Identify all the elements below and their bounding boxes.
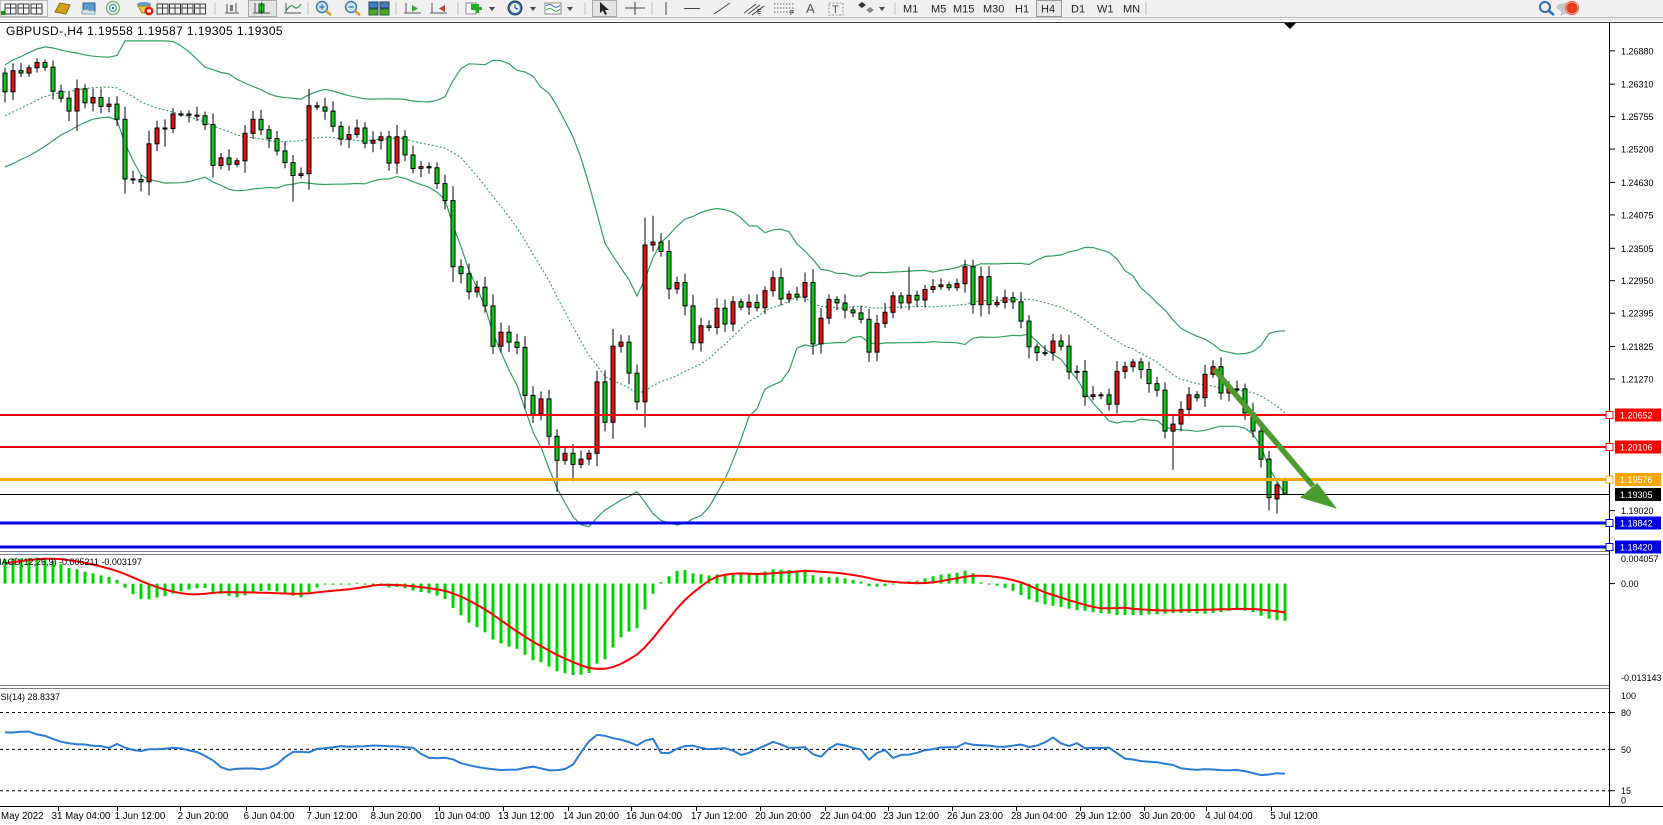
svg-text:22 Jun 04:00: 22 Jun 04:00	[820, 811, 877, 822]
svg-text:14 Jun 20:00: 14 Jun 20:00	[563, 811, 620, 822]
svg-text:M15: M15	[953, 4, 974, 16]
svg-text:7 Jun 12:00: 7 Jun 12:00	[307, 811, 358, 822]
svg-text:26 Jun 23:00: 26 Jun 23:00	[947, 811, 1004, 822]
svg-text:May 2022: May 2022	[1, 811, 44, 822]
svg-text:23 Jun 12:00: 23 Jun 12:00	[883, 811, 940, 822]
svg-text:0.00: 0.00	[1621, 579, 1639, 589]
svg-text:M30: M30	[983, 4, 1004, 16]
svg-text:1.24075: 1.24075	[1621, 210, 1654, 220]
svg-text:1.25200: 1.25200	[1621, 145, 1654, 155]
svg-text:1.21825: 1.21825	[1621, 342, 1654, 352]
svg-text:1.22950: 1.22950	[1621, 276, 1654, 286]
svg-text:16 Jun 04:00: 16 Jun 04:00	[626, 811, 683, 822]
svg-text:50: 50	[1621, 745, 1631, 755]
svg-text:1.19020: 1.19020	[1621, 506, 1654, 516]
svg-text:1.18842: 1.18842	[1620, 519, 1653, 529]
svg-text:0: 0	[1621, 796, 1626, 806]
svg-text:1.26880: 1.26880	[1621, 46, 1654, 56]
svg-text:D1: D1	[1071, 4, 1085, 16]
svg-text:30 Jun 20:00: 30 Jun 20:00	[1139, 811, 1196, 822]
svg-text:F: F	[790, 10, 794, 17]
svg-text:15: 15	[1621, 786, 1631, 796]
svg-text:GBPUSD-,H4 1.19558 1.19587 1.: GBPUSD-,H4 1.19558 1.19587 1.19305 1.193…	[6, 24, 283, 38]
svg-text:17 Jun 12:00: 17 Jun 12:00	[691, 811, 748, 822]
svg-text:W1: W1	[1097, 4, 1114, 16]
svg-text:80: 80	[1621, 708, 1631, 718]
svg-text:1.24630: 1.24630	[1621, 178, 1654, 188]
svg-text:RSI(14) 28.8337: RSI(14) 28.8337	[0, 692, 60, 702]
svg-text:A: A	[806, 1, 815, 16]
svg-text:1.19576: 1.19576	[1620, 475, 1653, 485]
svg-text:E: E	[757, 9, 762, 16]
svg-text:1.20652: 1.20652	[1620, 411, 1653, 421]
svg-text:-0.013143: -0.013143	[1621, 673, 1662, 683]
svg-text:0.004057: 0.004057	[1621, 554, 1659, 564]
svg-text:T: T	[832, 4, 839, 16]
svg-text:29 Jun 12:00: 29 Jun 12:00	[1075, 811, 1132, 822]
svg-text:1.21270: 1.21270	[1621, 375, 1654, 385]
svg-text:2 Jun 20:00: 2 Jun 20:00	[178, 811, 229, 822]
svg-text:1.25755: 1.25755	[1621, 112, 1654, 122]
svg-text:13 Jun 12:00: 13 Jun 12:00	[498, 811, 555, 822]
svg-text:6 Jun 04:00: 6 Jun 04:00	[244, 811, 295, 822]
svg-text:1.19305: 1.19305	[1620, 490, 1653, 500]
svg-text:1.23505: 1.23505	[1621, 244, 1654, 254]
svg-text:MN: MN	[1123, 4, 1140, 16]
svg-text:1.20106: 1.20106	[1620, 443, 1653, 453]
svg-text:10 Jun 04:00: 10 Jun 04:00	[434, 811, 491, 822]
svg-text:1.22395: 1.22395	[1621, 309, 1654, 319]
svg-text:M5: M5	[931, 4, 946, 16]
svg-text:4 Jul 04:00: 4 Jul 04:00	[1205, 811, 1253, 822]
svg-text:1.18420: 1.18420	[1620, 543, 1653, 553]
svg-text:M1: M1	[903, 4, 918, 16]
svg-text:5 Jul 12:00: 5 Jul 12:00	[1270, 811, 1318, 822]
svg-text:1.26310: 1.26310	[1621, 80, 1654, 90]
svg-text:20 Jun 20:00: 20 Jun 20:00	[755, 811, 812, 822]
svg-text:100: 100	[1621, 691, 1636, 701]
svg-text:31 May 04:00: 31 May 04:00	[52, 811, 111, 822]
svg-text:H4: H4	[1041, 4, 1055, 16]
svg-text:H1: H1	[1015, 4, 1029, 16]
svg-text:8 Jun 20:00: 8 Jun 20:00	[371, 811, 422, 822]
svg-text:28 Jun 04:00: 28 Jun 04:00	[1011, 811, 1068, 822]
svg-text:1 Jun 12:00: 1 Jun 12:00	[115, 811, 166, 822]
svg-text:MACD(12,26,9) -0.005211 -0.003: MACD(12,26,9) -0.005211 -0.003197	[0, 557, 142, 567]
